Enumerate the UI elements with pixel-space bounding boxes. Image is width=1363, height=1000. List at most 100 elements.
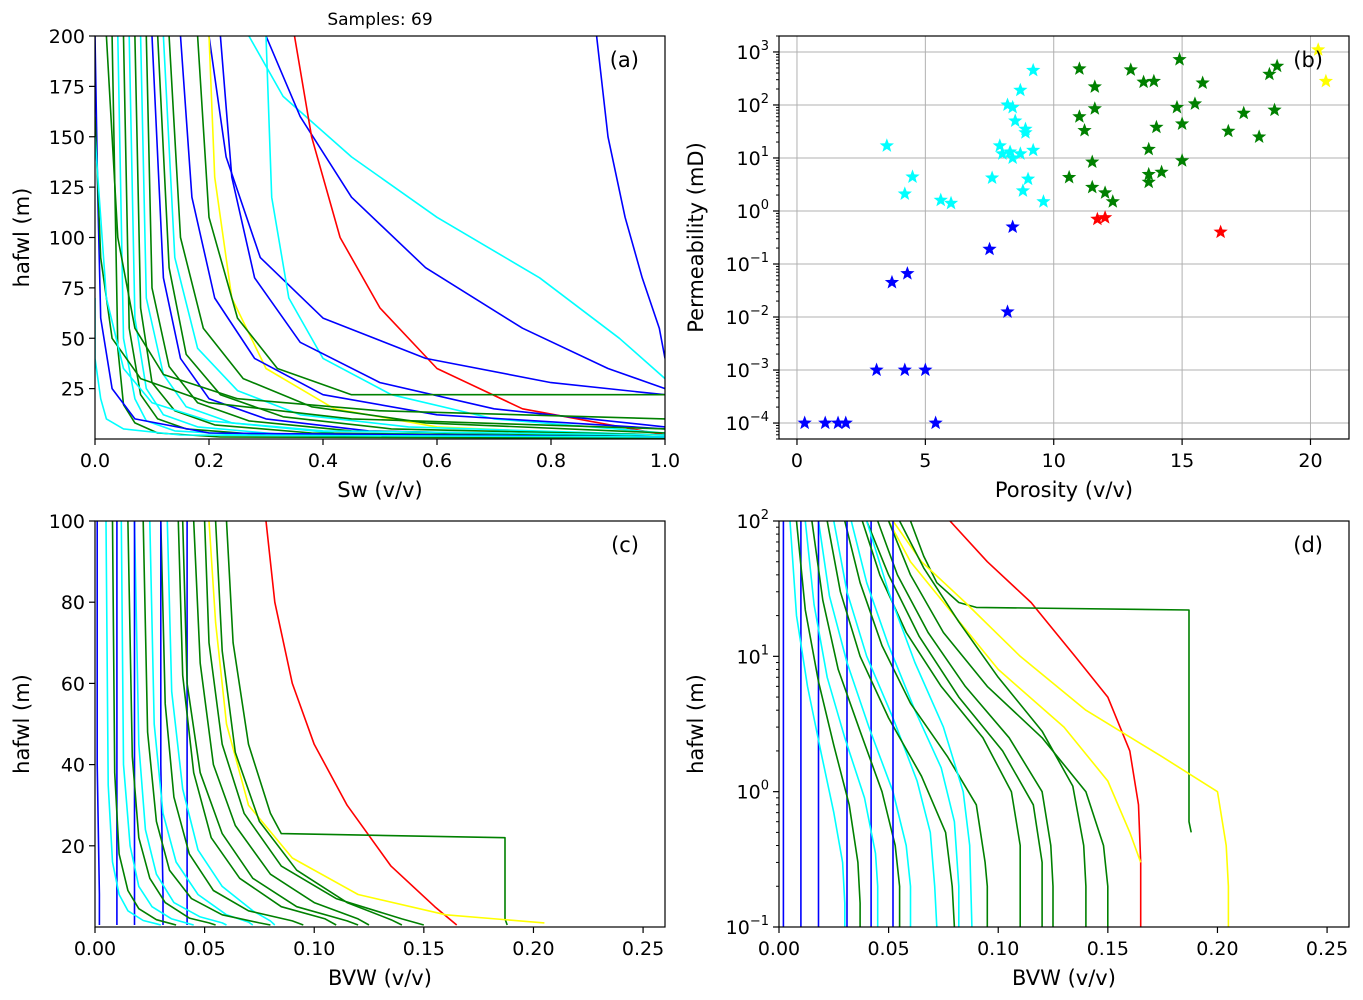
- panel-d: 0.00 0.05 0.10 0.15 0.20 0.25 10−1 100 101 102 BVW…: [684, 508, 1350, 990]
- star-point-4-13: [1141, 141, 1156, 156]
- series-line-14: [151, 36, 665, 438]
- star-point-1-8: [918, 362, 933, 377]
- y-axis-label: Permeability (mD): [684, 142, 708, 333]
- axes-frame: [778, 520, 1350, 928]
- series-line-16: [120, 521, 194, 926]
- star-point-5-1: [1311, 42, 1326, 56]
- y-tick-label: 102: [737, 92, 769, 117]
- y-tick-label: 100: [49, 511, 85, 533]
- series-line-13: [156, 36, 665, 436]
- plot-area: [95, 36, 665, 439]
- star-point-4-3: [1072, 61, 1087, 75]
- y-tick-label: 10−4: [726, 410, 769, 435]
- y-tick-label: 150: [49, 127, 85, 149]
- star-point-1-1: [797, 415, 812, 430]
- x-tick-label: 0.05: [867, 938, 909, 960]
- series-line-15: [127, 521, 216, 926]
- series-line-2: [225, 521, 508, 926]
- star-point-2-3: [905, 169, 920, 183]
- star-point-2-12: [1008, 113, 1023, 127]
- star-point-4-1: [1062, 169, 1077, 184]
- y-tick-label: 40: [61, 755, 85, 777]
- series-line-18: [128, 36, 665, 438]
- x-tick-label: 0.25: [1306, 938, 1348, 960]
- y-tick-label: 60: [61, 673, 85, 695]
- star-point-2-9: [1000, 97, 1015, 112]
- series-line-12: [162, 36, 665, 436]
- star-point-3-1: [1090, 211, 1105, 226]
- x-tick-label: 0.6: [422, 450, 452, 472]
- star-point-1-9: [884, 274, 900, 289]
- y-tick-label: 100: [737, 198, 769, 223]
- star-point-3-2: [1097, 210, 1113, 224]
- x-tick-label: 0.10: [293, 938, 335, 960]
- series-line-2: [248, 36, 665, 380]
- star-point-4-15: [1141, 174, 1156, 189]
- star-point-2-2: [897, 186, 912, 200]
- star-point-1-2: [818, 415, 833, 430]
- y-tick-label: 200: [49, 26, 85, 48]
- star-point-4-24: [1195, 75, 1210, 90]
- x-tick-label: 0.0: [80, 450, 110, 472]
- y-tick-label: 25: [61, 379, 85, 401]
- star-point-1-11: [1000, 304, 1015, 318]
- panel-label: (b): [1293, 48, 1323, 72]
- panels: 0.0 0.2 0.4 0.6 0.8 1.0255075100125150175200S…: [10, 26, 1350, 990]
- series-line-16: [811, 521, 901, 927]
- series-line-1: [949, 521, 1142, 927]
- x-tick-label: 20: [1298, 450, 1322, 472]
- star-point-4-4: [1077, 122, 1092, 137]
- star-point-2-14: [1013, 82, 1028, 97]
- star-point-4-6: [1085, 179, 1100, 194]
- star-point-2-5: [943, 195, 959, 210]
- x-tick-label: 10: [1042, 450, 1066, 472]
- star-point-1-7: [897, 362, 912, 377]
- series-line-19: [795, 521, 861, 927]
- star-point-4-29: [1267, 102, 1282, 117]
- panel-label: (c): [611, 533, 639, 557]
- star-point-4-18: [1154, 164, 1169, 179]
- series-line-3: [208, 521, 545, 924]
- series-line-12: [833, 521, 938, 927]
- panel-label: (a): [610, 48, 639, 72]
- y-axis-label: hafwl (m): [10, 674, 34, 774]
- plot-area: [96, 521, 545, 926]
- x-tick-label: 0: [791, 450, 803, 472]
- star-point-4-27: [1252, 129, 1267, 143]
- series-line-10: [160, 521, 164, 925]
- x-tick-label: 0.05: [183, 938, 225, 960]
- panel-b: 0 5 10 15 20 10−4 10−3 10−2 10−1 100 101 102 103 Poro…: [684, 35, 1350, 502]
- panel-label: (d): [1293, 533, 1323, 557]
- star-point-4-2: [1072, 109, 1087, 123]
- y-tick-label: 50: [61, 328, 85, 350]
- star-point-2-13: [1005, 150, 1020, 165]
- series-line-5: [208, 36, 665, 396]
- axes-frame: [778, 35, 1350, 440]
- x-tick-label: 0.00: [74, 938, 116, 960]
- x-tick-label: 0.20: [512, 938, 554, 960]
- series-line-11: [168, 36, 665, 434]
- series-line-25: [105, 36, 665, 420]
- series-line-4: [203, 521, 425, 926]
- series-line-7: [177, 521, 337, 926]
- series-line-5: [192, 521, 370, 926]
- star-point-2-8: [995, 146, 1010, 160]
- y-axis-label: hafwl (m): [10, 188, 34, 288]
- series-line-10: [179, 36, 665, 430]
- star-point-3-3: [1213, 224, 1228, 239]
- series-line-3: [265, 36, 665, 390]
- star-point-2-6: [984, 170, 1000, 185]
- y-tick-label: 10−3: [726, 357, 769, 382]
- star-point-2-11: [1002, 144, 1018, 159]
- series-line-8: [208, 36, 665, 438]
- x-tick-label: 0.00: [758, 938, 800, 960]
- y-tick-label: 175: [49, 76, 85, 98]
- star-point-4-23: [1187, 96, 1203, 110]
- x-tick-label: 0.15: [403, 938, 445, 960]
- series-line-6: [876, 521, 1054, 927]
- x-axis-label: BVW (v/v): [1012, 966, 1116, 990]
- star-point-2-15: [1013, 146, 1028, 160]
- star-point-2-1: [879, 138, 894, 152]
- series-line-26: [95, 136, 665, 436]
- y-tick-label: 10−1: [726, 914, 769, 939]
